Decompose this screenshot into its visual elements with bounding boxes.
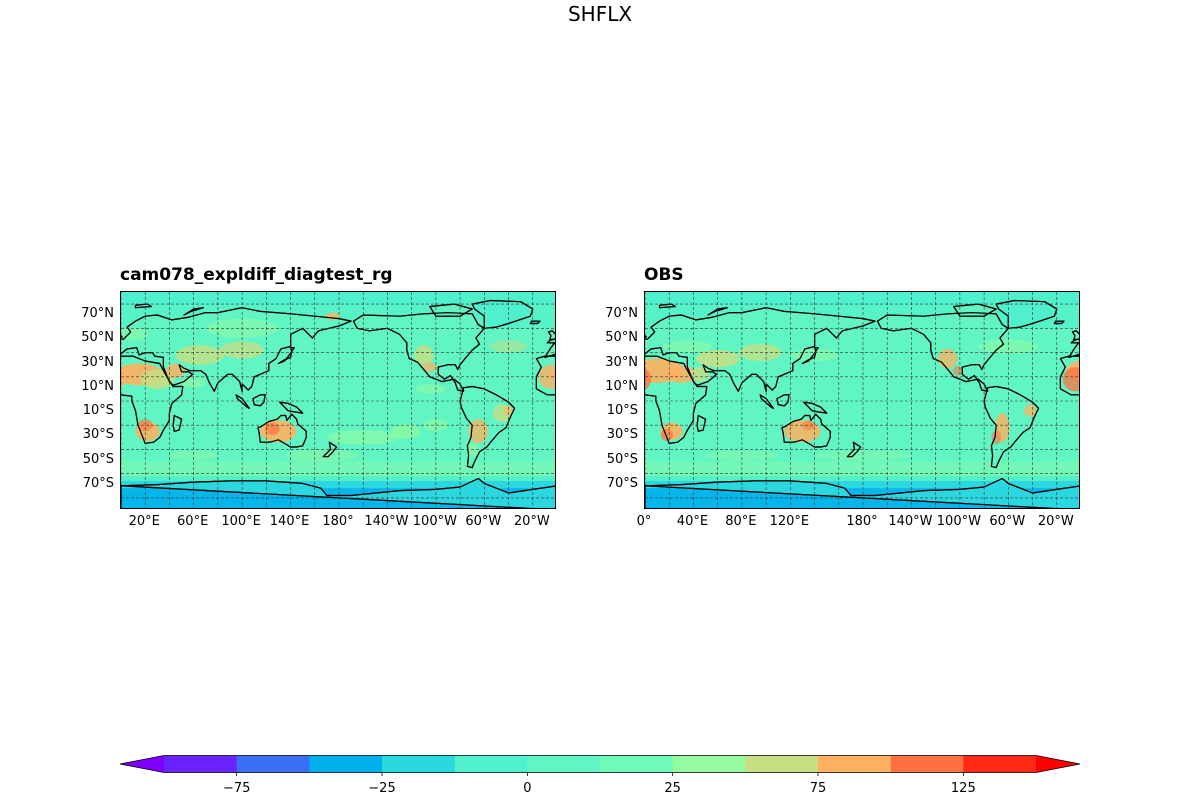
lat-tick-label: 30°N [81, 354, 114, 370]
lon-tick-label: 20°W [513, 514, 550, 529]
model-map [120, 291, 556, 509]
colorbar-tick-label: 75 [809, 781, 827, 796]
colorbar-segment [672, 755, 746, 773]
lon-tick-label: 180° [322, 514, 354, 529]
lon-tick-label: 100°E [221, 514, 261, 529]
lat-tick-label: 70°N [605, 306, 638, 322]
lon-tick-label: 0° [636, 514, 652, 529]
lat-tick-label: 70°S [82, 475, 114, 491]
colorbar-segment [309, 755, 383, 773]
lat-tick-label: 50°N [605, 330, 638, 346]
lon-tick-label: 140°W [364, 514, 409, 529]
colorbar-segment [963, 755, 1037, 773]
colorbar-tick-label: −75 [222, 781, 251, 796]
lon-tick-label: 120°E [769, 514, 810, 529]
panel-title-obs: OBS [644, 265, 684, 285]
colorbar-extend-min [120, 755, 164, 773]
colorbar-segment [236, 755, 310, 773]
colorbar-segment [745, 755, 819, 773]
colorbar-segment [527, 755, 601, 773]
lon-tick-label: 80°E [725, 514, 757, 529]
lat-tick-label: 50°N [81, 330, 114, 346]
colorbar-tick-label: −25 [368, 781, 396, 796]
lon-tick-label: 100°W [412, 514, 457, 529]
lat-tick-label: 30°S [606, 427, 638, 443]
lon-tick-label: 20°W [1037, 514, 1074, 529]
lon-tick-label: 140°W [888, 514, 933, 529]
lat-tick-label: 50°S [606, 451, 638, 467]
colorbar-tick-label: 25 [664, 781, 681, 796]
lat-tick-label: 10°N [605, 378, 638, 394]
lat-tick-label: 30°S [82, 427, 114, 443]
lat-tick-label: 70°N [81, 306, 114, 322]
colorbar-segment [164, 755, 238, 773]
lon-tick-label: 100°W [936, 514, 981, 529]
colorbar-segment [600, 755, 674, 773]
obs-map [644, 291, 1080, 509]
colorbar-segment [382, 755, 456, 773]
colorbar-segment [454, 755, 528, 773]
colorbar-tick-label: 125 [950, 781, 976, 796]
lat-tick-label: 50°S [82, 451, 114, 467]
lat-tick-label: 70°S [606, 475, 638, 491]
lon-tick-label: 180° [846, 514, 878, 529]
lon-tick-label: 60°W [465, 514, 502, 529]
colorbar-segment [818, 755, 892, 773]
lat-tick-label: 10°S [606, 403, 638, 419]
lon-tick-label: 140°E [269, 514, 310, 529]
colorbar-segment [890, 755, 964, 773]
lat-tick-label: 10°S [82, 403, 114, 419]
lat-tick-label: 30°N [605, 354, 638, 370]
lat-tick-label: 10°N [81, 378, 114, 394]
panel-title-model: cam078_expldiff_diagtest_rg [120, 265, 393, 285]
colorbar-tick-label: 0 [523, 781, 532, 796]
lon-tick-label: 60°E [177, 514, 209, 529]
figure-title: SHFLX [567, 2, 633, 26]
colorbar [119, 755, 1081, 776]
colorbar-extend-max [1036, 755, 1080, 773]
lon-tick-label: 40°E [676, 514, 709, 529]
lon-tick-label: 20°E [128, 514, 160, 529]
lon-tick-label: 60°W [989, 514, 1026, 529]
